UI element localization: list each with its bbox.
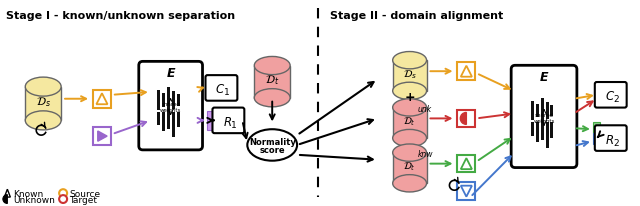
Bar (393, 153, 426, 183)
Polygon shape (461, 158, 472, 169)
Text: Unknown: Unknown (13, 195, 55, 204)
Text: unk: unk (417, 105, 432, 114)
Circle shape (59, 189, 67, 197)
Bar (541, 98, 543, 124)
Bar (254, 66, 290, 98)
Bar (593, 133, 600, 144)
Text: $R$: $R$ (223, 115, 232, 128)
Text: shared: shared (534, 112, 554, 117)
Bar (157, 112, 160, 126)
Text: 1: 1 (223, 88, 229, 97)
Wedge shape (3, 195, 8, 204)
Text: 2: 2 (613, 138, 618, 147)
Text: 1: 1 (230, 120, 236, 129)
Bar (393, 61, 426, 91)
Polygon shape (4, 189, 10, 197)
Circle shape (59, 195, 67, 203)
FancyBboxPatch shape (205, 76, 237, 101)
Polygon shape (97, 94, 108, 105)
FancyBboxPatch shape (511, 66, 577, 168)
Text: Normality: Normality (249, 137, 296, 146)
Ellipse shape (393, 144, 426, 162)
Bar (157, 90, 160, 110)
Text: knw: knw (417, 150, 433, 159)
Text: $\mathcal{D}_t$: $\mathcal{D}_t$ (265, 73, 279, 87)
Text: Known: Known (13, 189, 44, 198)
Text: Target: Target (69, 195, 97, 204)
FancyBboxPatch shape (595, 83, 627, 108)
Bar (593, 123, 600, 133)
Ellipse shape (254, 57, 290, 75)
Bar (458, 63, 476, 81)
Polygon shape (461, 186, 472, 197)
Bar (536, 123, 538, 142)
Text: $C$: $C$ (605, 90, 615, 103)
Ellipse shape (393, 52, 426, 69)
Bar (531, 101, 534, 121)
Bar (93, 128, 111, 145)
Bar (458, 110, 476, 128)
FancyBboxPatch shape (595, 126, 627, 151)
FancyBboxPatch shape (139, 62, 202, 150)
Bar (531, 123, 534, 136)
Bar (207, 111, 214, 131)
Bar (393, 108, 426, 138)
Text: $\mathcal{D}_s$: $\mathcal{D}_s$ (403, 67, 417, 80)
Polygon shape (461, 66, 472, 77)
Bar (177, 112, 180, 128)
Bar (536, 104, 538, 118)
Text: +: + (404, 91, 415, 104)
Text: E: E (540, 70, 548, 83)
Ellipse shape (393, 83, 426, 100)
Bar (162, 93, 165, 107)
Bar (550, 105, 554, 117)
Text: $\mathcal{D}_t$: $\mathcal{D}_t$ (403, 114, 416, 127)
Bar (458, 155, 476, 173)
Text: shared: shared (161, 102, 180, 107)
Text: weights: weights (533, 118, 555, 123)
Text: score: score (259, 146, 285, 155)
Ellipse shape (393, 175, 426, 192)
FancyBboxPatch shape (212, 108, 244, 133)
Bar (172, 112, 175, 137)
Bar (93, 90, 111, 108)
Bar (458, 183, 476, 200)
Bar (172, 91, 175, 109)
Ellipse shape (393, 99, 426, 116)
Ellipse shape (247, 130, 297, 161)
Bar (177, 94, 180, 106)
Text: weights: weights (160, 108, 181, 112)
Text: Stage I - known/unknown separation: Stage I - known/unknown separation (6, 11, 236, 21)
Ellipse shape (393, 130, 426, 147)
Bar (167, 112, 170, 130)
Text: E: E (166, 66, 175, 79)
Bar (545, 123, 548, 148)
Bar (541, 123, 543, 140)
Text: 2: 2 (613, 95, 618, 104)
Ellipse shape (26, 78, 61, 97)
Text: Source: Source (69, 189, 100, 198)
Text: $C$: $C$ (215, 83, 225, 96)
Text: $\mathcal{D}_t$: $\mathcal{D}_t$ (403, 159, 416, 172)
Bar (26, 87, 61, 121)
Bar (167, 88, 170, 113)
Bar (550, 123, 554, 138)
Text: Stage II - domain alignment: Stage II - domain alignment (330, 11, 503, 21)
Wedge shape (460, 113, 467, 125)
Bar (162, 112, 165, 132)
Bar (545, 102, 548, 120)
Text: $R$: $R$ (605, 133, 614, 146)
Text: $\mathcal{D}_s$: $\mathcal{D}_s$ (36, 94, 51, 108)
Polygon shape (98, 131, 107, 142)
Ellipse shape (26, 111, 61, 130)
Ellipse shape (254, 89, 290, 107)
